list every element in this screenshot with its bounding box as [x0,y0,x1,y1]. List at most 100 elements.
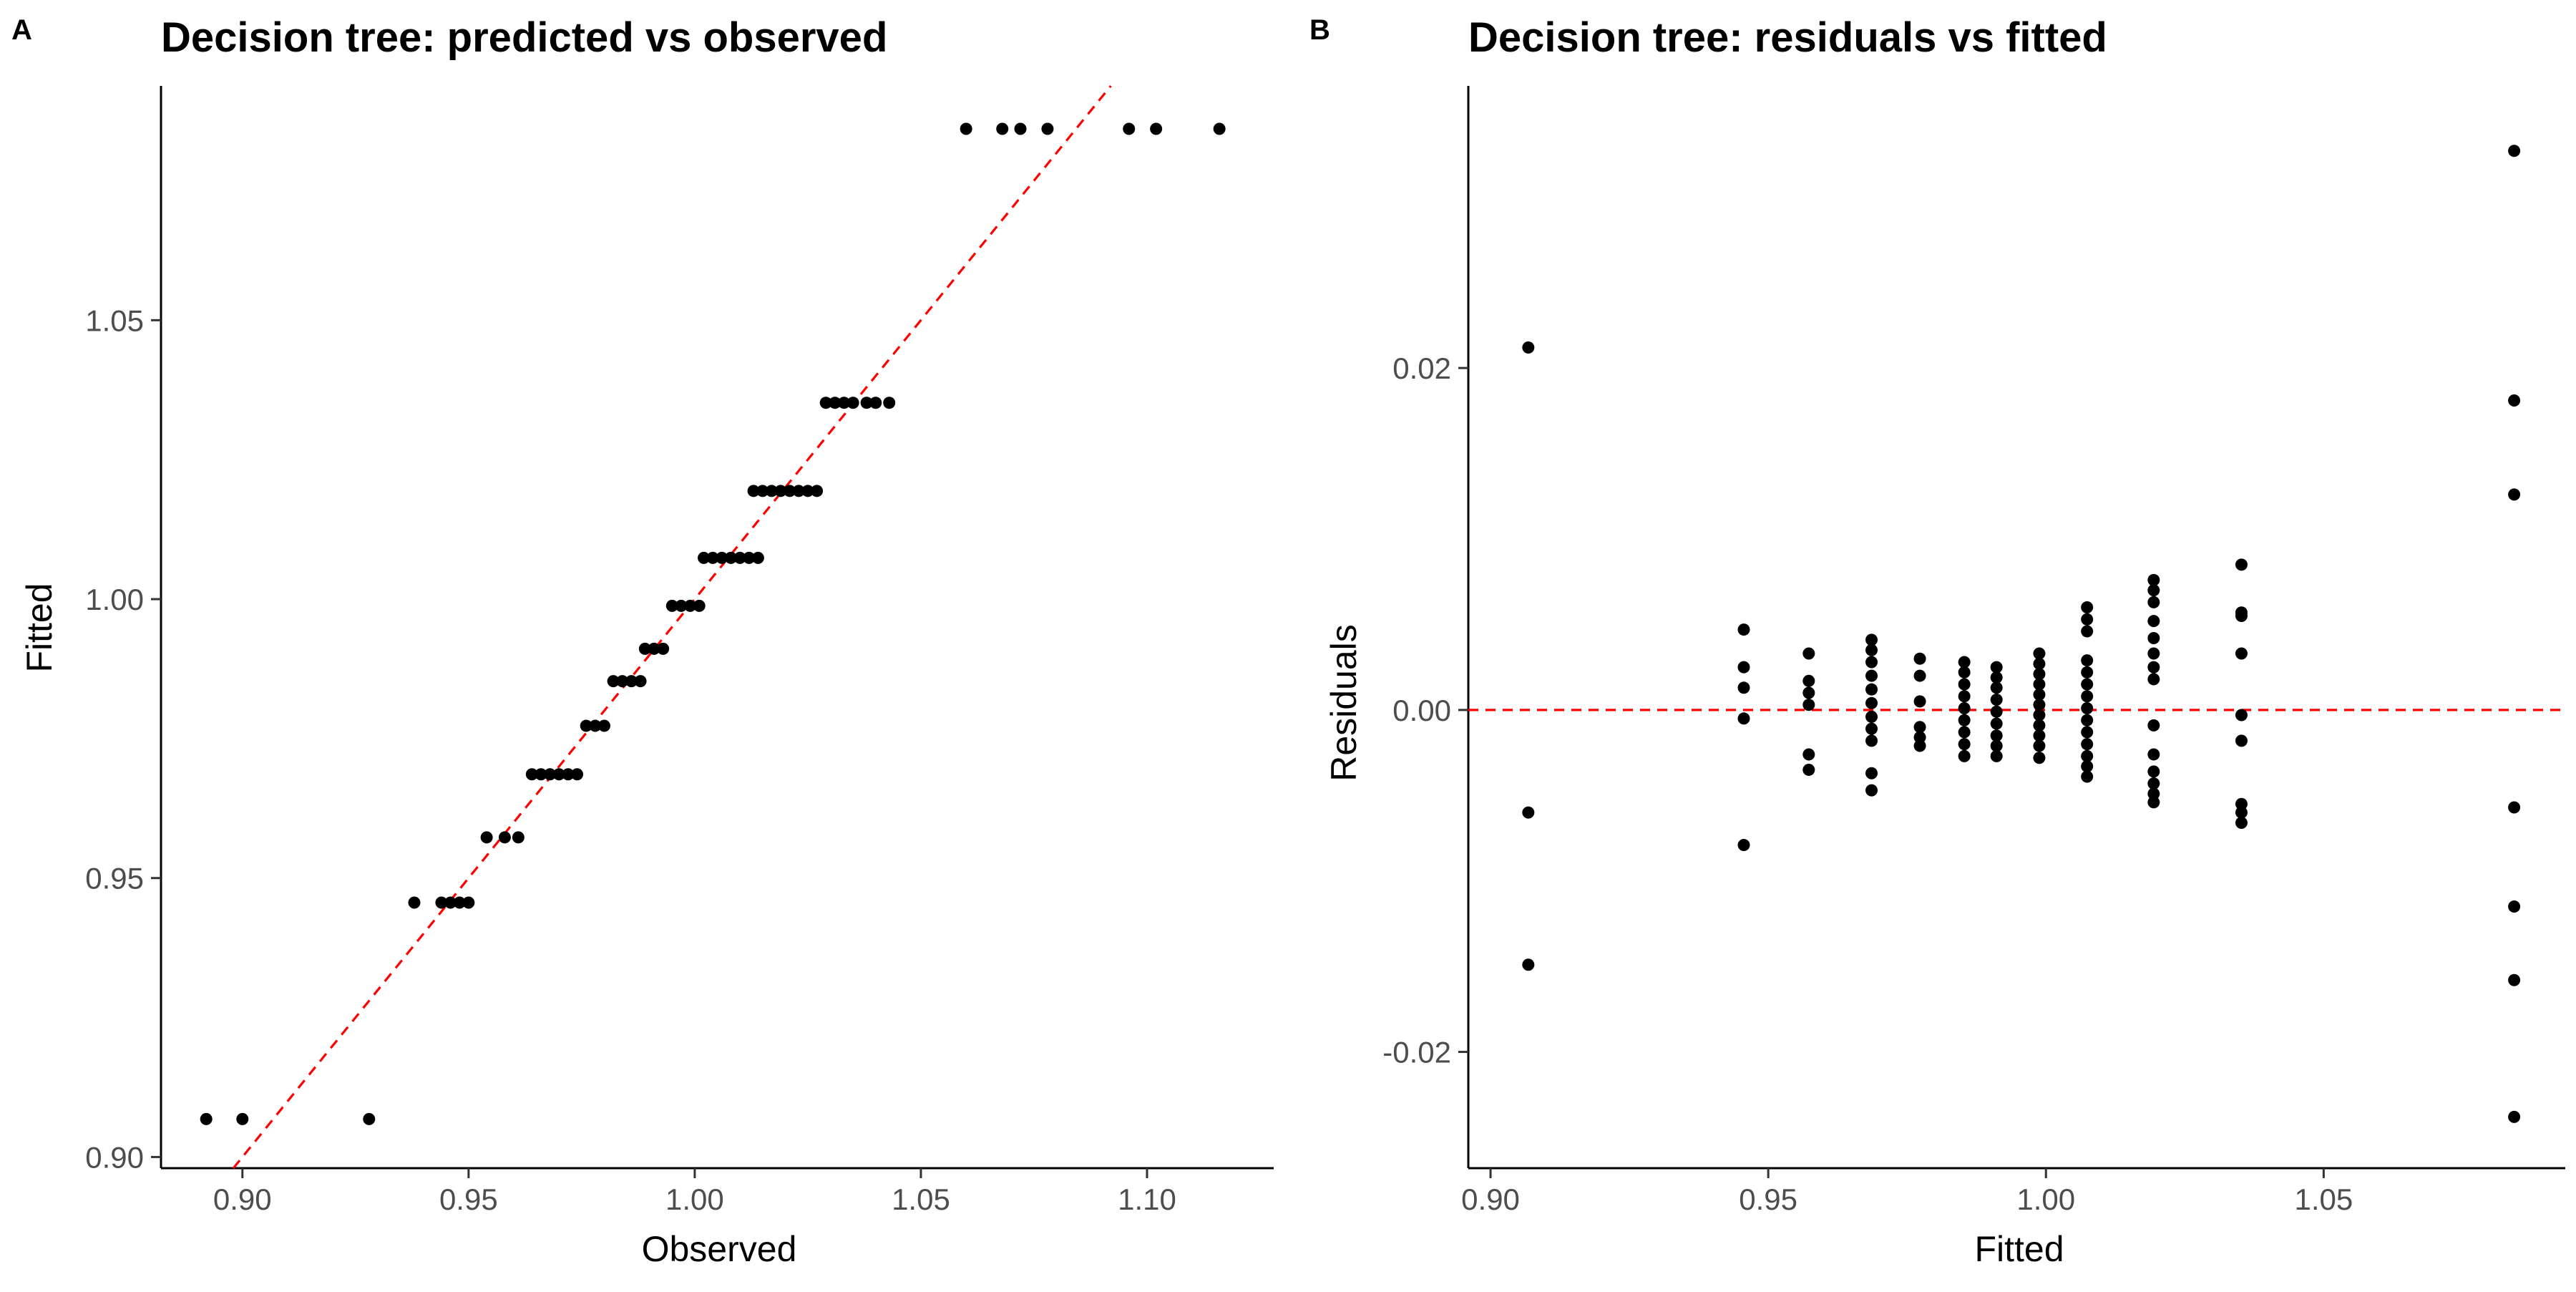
data-point [1958,749,1971,762]
data-point [444,896,457,909]
data-point [1865,633,1878,646]
data-point [698,551,711,564]
data-point [200,1112,213,1125]
x-axis-label: Fitted [1974,1229,2064,1269]
data-point [1913,695,1926,708]
data-point [2147,632,2160,645]
data-point [2081,770,2094,783]
panel-label: B [1309,14,1330,46]
data-point [1802,686,1815,699]
data-point [1913,652,1926,665]
data-point [2081,613,2094,626]
data-point [2147,647,2160,660]
data-point [1990,739,2003,752]
data-point [1958,714,1971,727]
data-point [774,485,787,497]
y-tick-label: 0.95 [85,862,144,895]
x-tick-label: 0.95 [1739,1182,1797,1216]
data-point [883,397,896,409]
data-point [2235,647,2248,660]
data-point [525,768,538,781]
data-point [634,675,647,688]
data-point [2081,690,2094,703]
data-point [2508,488,2521,501]
data-point [2033,752,2046,764]
data-point [1865,710,1878,723]
data-point [1737,681,1750,694]
data-point [498,831,511,844]
data-point [675,599,688,612]
data-point [2508,394,2521,407]
data-point [960,122,972,135]
data-point [756,485,769,497]
data-point [363,1112,376,1125]
data-point [1913,721,1926,734]
x-tick-label: 1.00 [665,1182,724,1216]
data-point [2235,558,2248,571]
data-point [2081,714,2094,727]
data-point [571,768,584,781]
data-point [1990,729,2003,742]
data-point [2033,657,2046,670]
data-point [2081,701,2094,714]
data-point [784,485,796,497]
data-point [733,551,746,564]
data-point [1802,674,1815,687]
data-point [1865,669,1878,682]
data-point [512,831,525,844]
data-point [2147,748,2160,761]
x-tick-label: 1.05 [892,1182,950,1216]
plot-area: 0.90 0.95 1.00 1.05 1.10 0.90 0.95 1.00 1.05 [85,84,1274,1216]
data-point [1041,122,1054,135]
y-tick-label: 0.02 [1392,351,1451,385]
data-point [684,599,697,612]
data-point [1865,683,1878,696]
data-point [2081,760,2094,773]
panel-a: A Decision tree: predicted vs observed O… [11,14,1274,1269]
data-point [2147,673,2160,686]
data-point [1990,671,2003,684]
data-point [1958,666,1971,679]
data-point [1958,701,1971,714]
y-tick-label: 1.00 [85,583,144,616]
reference-line [232,84,1112,1170]
data-point [716,551,728,564]
data-point [847,397,859,409]
data-point [1865,734,1878,747]
data-point [1737,839,1750,852]
y-tick-label: -0.02 [1382,1036,1451,1069]
y-tick-label: 0.00 [1392,694,1451,727]
x-tick-label: 0.90 [1461,1182,1520,1216]
data-point [480,831,493,844]
data-point [453,896,466,909]
data-point [408,896,421,909]
data-point [1802,699,1815,711]
data-point [792,485,805,497]
data-point [648,642,660,655]
data-point [2508,1110,2521,1123]
data-point [2081,726,2094,739]
data-point [435,896,448,909]
data-point [869,397,882,409]
data-point [2033,647,2046,660]
data-point [657,642,670,655]
data-point [1150,122,1163,135]
data-point [1958,678,1971,691]
data-point [2081,678,2094,691]
x-tick-label: 1.05 [2294,1182,2353,1216]
data-point [562,768,575,781]
data-point [462,896,475,909]
y-tick-label: 0.90 [85,1140,144,1174]
data-point [1990,705,2003,718]
data-point [1958,726,1971,739]
x-tick-label: 1.00 [2016,1182,2075,1216]
data-point [1958,656,1971,669]
data-point [693,599,706,612]
data-point [1990,681,2003,694]
data-point [2147,777,2160,790]
data-point [544,768,557,781]
data-point [1737,712,1750,725]
data-point [743,551,756,564]
data-point [1958,690,1971,703]
data-point [2235,609,2248,622]
